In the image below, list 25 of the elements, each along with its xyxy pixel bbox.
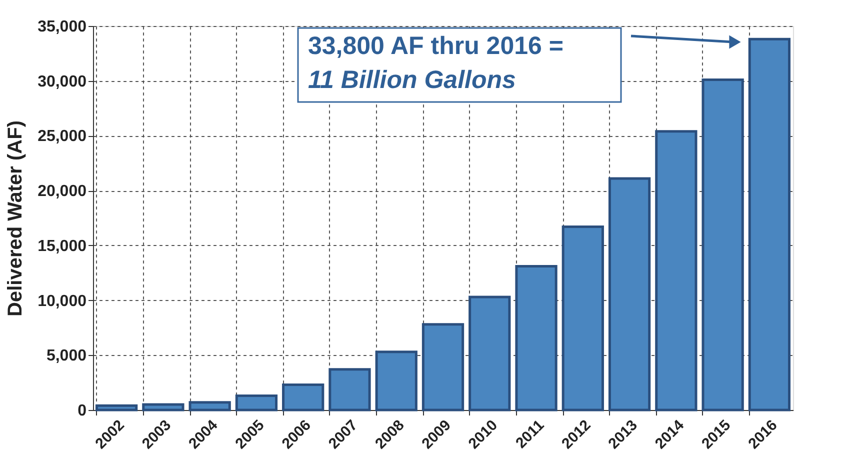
bar: [515, 265, 558, 412]
bar: [655, 130, 698, 412]
bar: [95, 404, 138, 412]
bar: [142, 403, 184, 412]
y-axis-title: Delivered Water (AF): [4, 120, 27, 316]
bar: [282, 384, 324, 412]
y-tick-label: 20,000: [38, 183, 87, 200]
bar: [422, 323, 464, 412]
bar: [608, 177, 651, 412]
y-tick-label: 25,000: [38, 128, 87, 146]
y-tick-label: 0: [78, 402, 87, 420]
bar: [328, 368, 371, 412]
y-tick-label: 35,000: [38, 18, 87, 36]
bar: [468, 296, 511, 412]
bar: [562, 226, 604, 412]
y-tick-label: 10,000: [38, 292, 87, 310]
bar: [702, 78, 744, 412]
bar: [375, 350, 418, 412]
y-tick-label: 30,000: [38, 73, 87, 90]
bar: [188, 401, 231, 412]
y-tick-label: 15,000: [38, 238, 87, 255]
bar: [748, 38, 791, 412]
y-tick-label: 5,000: [46, 348, 87, 365]
annotation: 33,800 AF thru 2016 = 11 Billion Gallons: [308, 32, 564, 94]
bar: [235, 394, 278, 412]
